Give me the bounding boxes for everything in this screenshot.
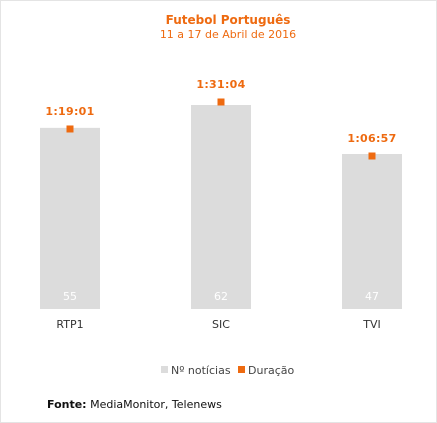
duration-label-rtp1: 1:19:01 — [45, 105, 94, 118]
legend-swatch-duracao — [238, 366, 245, 373]
source-label: Fonte: — [47, 398, 87, 411]
category-label-tvi: TVI — [362, 318, 381, 331]
chart-subtitle: 11 a 17 de Abril de 2016 — [160, 28, 296, 41]
legend-label-duracao: Duração — [248, 364, 294, 377]
duration-marker-rtp1 — [66, 125, 74, 133]
category-label-sic: SIC — [212, 318, 230, 331]
bar-tvi — [342, 154, 402, 309]
bar-sic — [191, 105, 251, 309]
bars-group: 55 RTP1 1:19:01 62 SIC 1:31:04 47 TVI 1:06:57 — [40, 78, 402, 331]
bar-value-tvi: 47 — [365, 290, 379, 303]
bar-value-sic: 62 — [214, 290, 228, 303]
duration-label-tvi: 1:06:57 — [347, 132, 396, 145]
chart-title: Futebol Português — [166, 13, 291, 27]
duration-marker-tvi — [368, 152, 376, 160]
bar-value-rtp1: 55 — [63, 290, 77, 303]
legend-swatch-noticias — [161, 366, 168, 373]
duration-label-sic: 1:31:04 — [196, 78, 245, 91]
legend: Nº notícias Duração — [161, 364, 294, 377]
duration-marker-sic — [217, 98, 225, 106]
chart-source: Fonte: MediaMonitor, Telenews — [47, 398, 222, 411]
legend-label-noticias: Nº notícias — [171, 364, 231, 377]
source-text: MediaMonitor, Telenews — [90, 398, 222, 411]
bar-rtp1 — [40, 127, 100, 309]
category-label-rtp1: RTP1 — [56, 318, 83, 331]
